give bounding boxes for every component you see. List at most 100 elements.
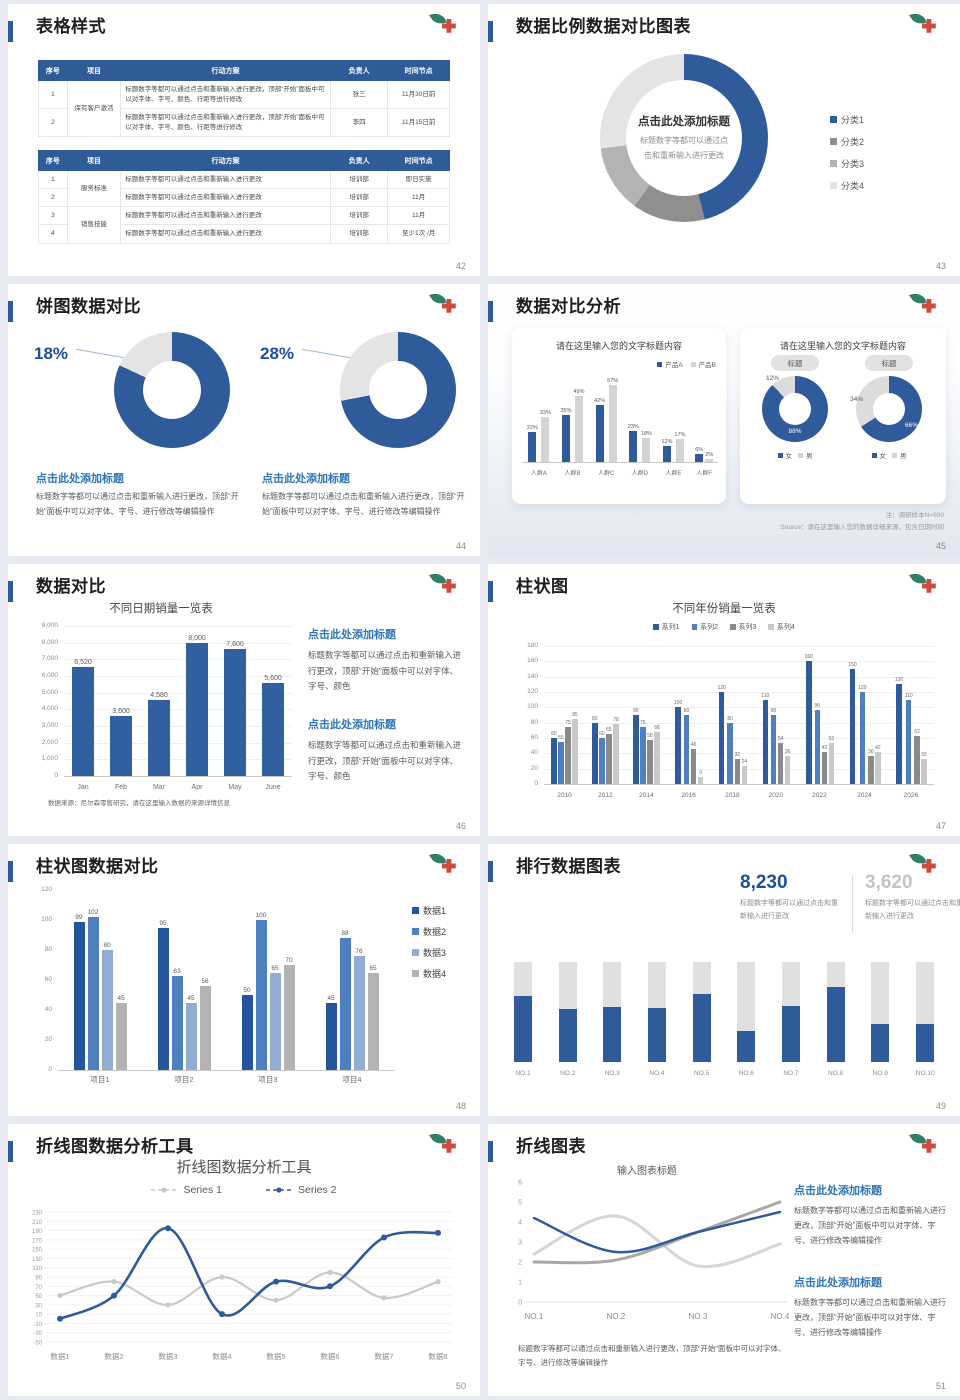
legend-swatch	[830, 182, 837, 189]
y-axis-label: 80	[44, 946, 52, 953]
ranking-column: NO.7	[781, 962, 800, 1077]
ranking-column: NO.1	[514, 962, 532, 1077]
bar-category-label: 人群B	[564, 471, 581, 477]
bar-value-label: 42%	[594, 398, 606, 405]
slide-48-column-comparison[interactable]: 柱状图数据对比 120 100 80 60 40 20 0 99 102 80 45 项目1 95 63 4…	[8, 844, 480, 1116]
sales-bar-chart: 9,000 8,000 7,000 6,000 5,000 4,000 3,000 2,000…	[30, 622, 298, 812]
block-body: 标题数字等都可以通过点击和重新输入进行更改，顶部“开始”面板中可以对字体、字号、…	[36, 492, 239, 517]
table-cell: 标题数字等都可以通过点击和重新输入进行更改，顶部“开始”面板中可以对字体、字号、…	[120, 108, 331, 138]
bar	[541, 417, 550, 462]
x-axis-line	[58, 1070, 394, 1071]
legend-label: 数据4	[423, 969, 447, 979]
svg-text:6: 6	[518, 1180, 522, 1187]
table-cell: 4	[38, 224, 68, 244]
bar-category-label: 人群D	[631, 471, 649, 477]
title-accent-bar	[488, 21, 493, 42]
title-accent-bar	[488, 861, 493, 882]
bar-group: 80 60 65 78 2012	[592, 646, 619, 799]
svg-text:170: 170	[32, 1238, 43, 1244]
bar	[269, 972, 281, 1070]
bar-value-label: 88	[341, 930, 349, 937]
slide-46-data-comparison[interactable]: 数据对比 不同日期销量一览表 9,000 8,000 7,000 6,000 5,000…	[8, 564, 480, 836]
text-block: 点击此处添加标题 标题数字等都可以通过点击和重新输入进行更改，顶部“开始”面板中…	[794, 1274, 946, 1340]
slide-44-pie-comparison[interactable]: 饼图数据对比 18% 点击此处添加标题 标题数字等都可以通过点击和重新输入进行更…	[8, 284, 480, 556]
table-cell: 11月15日前	[387, 108, 450, 138]
legend-item: 系列4	[768, 622, 795, 632]
page-number: 51	[935, 1381, 946, 1391]
bar	[199, 986, 211, 1070]
bar-value-label: 24	[741, 758, 748, 765]
bar	[367, 972, 379, 1070]
table-cell: 培训部	[329, 170, 389, 190]
table-cell: 标题数字等都可以通过点击和重新输入进行更改	[120, 188, 331, 208]
ranking-columns: NO.1 NO.2 NO.3 NO.4 NO.5 NO.6 NO.7 NO.8 NO.9 NO.1…	[514, 962, 935, 1077]
y-axis-label: 100	[41, 916, 52, 923]
column-track	[871, 962, 890, 1062]
bar-value-label: 50	[243, 987, 251, 994]
bar	[806, 661, 812, 784]
legend-swatch	[412, 970, 419, 977]
block-title: 点击此处添加标题	[308, 629, 396, 641]
action-plan-table: 序号 项目 行动方案 负责人 时间节点 1 服务标准 标题数字等都可以通过点击和重新输入进行更…	[38, 150, 450, 244]
text-block: 点击此处添加标题 标题数字等都可以通过点击和重新输入进行更改，顶部“开始”面板中…	[794, 1182, 946, 1248]
column-fill	[558, 1009, 577, 1062]
bar-category-label: Mar	[152, 784, 166, 791]
column-track	[737, 962, 756, 1062]
table-cell: 标题数字等都可以通过点击和重新输入进行更改	[120, 224, 331, 244]
column-track	[692, 962, 711, 1062]
slide-49-ranking-chart[interactable]: 排行数据图表 8,230 标题数字等都可以通过点击和重新输入进行更改 3,620…	[488, 844, 960, 1116]
bar-group: 42% 57% 人群C	[594, 377, 619, 477]
series-line	[532, 1214, 782, 1269]
block-body: 标题数字等都可以通过点击和重新输入进行更改，顶部“开始”面板中可以对字体、字号、…	[794, 1298, 946, 1337]
svg-text:5: 5	[518, 1200, 522, 1207]
slide-45-data-analysis[interactable]: 数据对比分析 请在这里输入您的文字标题内容 产品A 产品B 22% 33% 人群A 35…	[488, 284, 960, 556]
bar-category-label: Feb	[114, 784, 128, 791]
block-body: 标题数字等都可以通过点击和重新输入进行更改，顶部“开始”面板中可以对字体、字号、…	[308, 740, 462, 782]
table-cell: 标题数字等都可以通过点击和重新输入进行更改，顶部“开始”面板中可以对字体、字号、…	[120, 79, 331, 110]
bar-value-label: 110	[761, 692, 770, 699]
stat-divider	[852, 875, 853, 933]
slide-title: 折线图数据分析工具	[36, 1137, 194, 1156]
table-cell: 标题数字等都可以通过点击和重新输入进行更改	[120, 170, 331, 190]
legend-label: 女	[785, 453, 793, 460]
page-number: 49	[935, 1101, 946, 1111]
svg-text:230: 230	[32, 1211, 43, 1217]
bar	[595, 405, 604, 462]
bar-value-label: 54	[777, 735, 784, 742]
slide-42-table-style[interactable]: 表格样式 序号 项目 行动方案 负责人 时间节点 1 保有客户激活 标题数字等都可以通过点击和…	[8, 4, 480, 276]
svg-text:4: 4	[518, 1220, 522, 1227]
percent-label: 18%	[34, 344, 69, 363]
bar-category-label: 2026	[903, 792, 919, 799]
bar-group: 12% 17% 人群E	[662, 378, 686, 477]
bar	[629, 430, 638, 462]
slide-50-line-analysis[interactable]: 折线图数据分析工具 折线图数据分析工具 Series 1 Series 2 230…	[8, 1124, 480, 1396]
series-line	[532, 1210, 782, 1254]
bar-value-label: 90	[632, 708, 639, 714]
svg-text:NO.4: NO.4	[771, 1312, 790, 1321]
slide-43-donut-proportion[interactable]: 数据比例数据对比图表 点击此处添加标题 标题数字等都可以通过点击和重新输入进行更…	[488, 4, 960, 276]
ranking-column: NO.10	[915, 962, 935, 1077]
legend-item: 数据3	[412, 946, 446, 959]
bar-group: 22% 33% 人群A	[527, 378, 551, 477]
y-axis-label: 4,000	[41, 705, 58, 713]
table-header-cell: 负责人	[329, 60, 389, 81]
legend-item: 数据1	[412, 904, 446, 917]
gridline	[64, 626, 292, 627]
legend-swatch	[830, 138, 837, 145]
bar-value-label: 57%	[607, 377, 619, 384]
y-axis-label: 1,000	[41, 755, 58, 763]
slide-47-column-chart[interactable]: 柱状图 不同年份销量一览表 系列1 系列2 系列3 系列4 180 160 140 120 1…	[488, 564, 960, 836]
table-cell: 1	[38, 170, 68, 190]
bar	[640, 726, 646, 784]
bar-group: 6,520 Jan	[72, 626, 94, 791]
slide-51-line-chart[interactable]: 折线图表 输入图表标题 6 5 4 3 2 1 0 NO.1 NO.2 NO.3 NO.4 标题数字…	[488, 1124, 960, 1396]
page-number: 42	[455, 261, 466, 271]
leaf-cross-logo-icon	[426, 1131, 458, 1163]
bar-value-label: 75	[640, 719, 646, 726]
legend-swatch	[830, 116, 837, 123]
gridline	[64, 676, 292, 677]
leaf-cross-logo-glyph	[428, 573, 456, 593]
legend-item: 系列3	[730, 622, 756, 632]
svg-text:-30: -30	[33, 1331, 42, 1337]
